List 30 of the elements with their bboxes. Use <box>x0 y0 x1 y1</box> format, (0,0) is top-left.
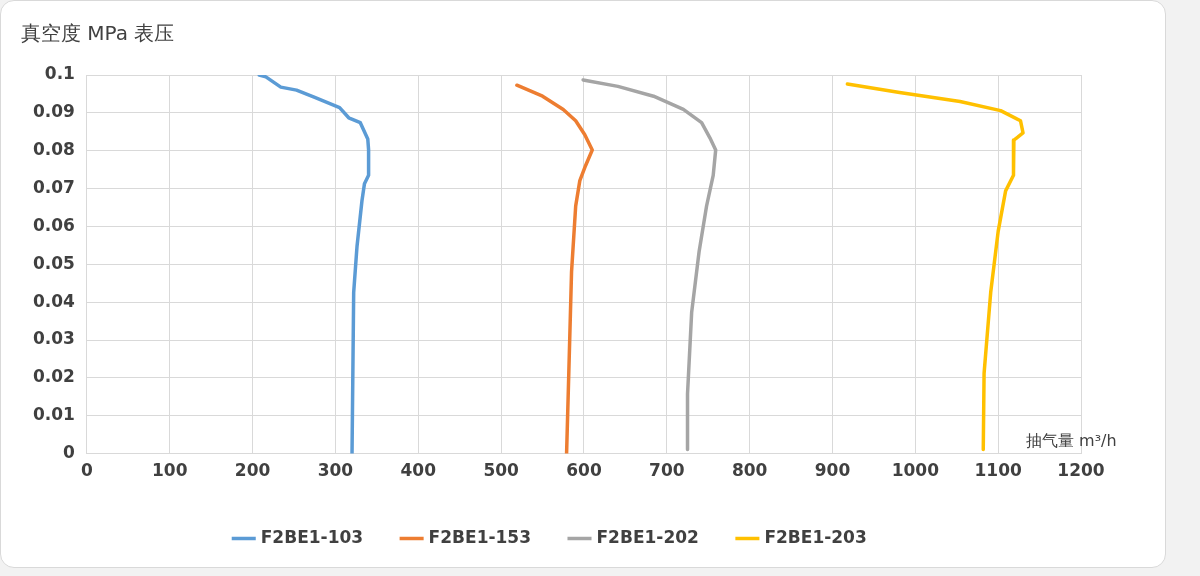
x-tick-label: 100 <box>152 460 188 481</box>
legend-label: F2BE1-202 <box>596 526 699 547</box>
x-tick-label: 0 <box>81 460 94 481</box>
y-tick-label: 0.09 <box>32 101 75 122</box>
legend-label: F2BE1-103 <box>260 526 364 547</box>
y-tick-label: 0.07 <box>32 177 75 197</box>
y-tick-label: 0.08 <box>32 139 75 160</box>
x-axis-title: 抽气量 m³/h <box>1026 430 1117 450</box>
y-tick-label: 0.02 <box>32 366 75 387</box>
y-tick-label: 0.03 <box>32 328 75 349</box>
y-tick-label: 0.06 <box>32 214 75 235</box>
y-tick-label: 0.05 <box>32 252 75 273</box>
y-tick-label: 0.1 <box>44 63 75 84</box>
x-tick-label: 1000 <box>891 460 940 481</box>
x-tick-label: 300 <box>317 460 354 481</box>
legend-label: F2BE1-153 <box>428 526 532 547</box>
y-tick-label: 0.04 <box>32 290 76 311</box>
y-tick-label: 0 <box>63 442 76 463</box>
y-tick-label: 0.01 <box>32 404 75 425</box>
x-tick-label: 400 <box>400 460 437 481</box>
x-tick-label: 700 <box>649 460 685 481</box>
x-tick-label: 200 <box>234 460 271 481</box>
x-tick-label: 900 <box>814 460 851 481</box>
x-tick-label: 1100 <box>974 460 1022 481</box>
x-tick-label: 800 <box>731 460 768 481</box>
chart-title: 真空度 MPa 表压 <box>21 21 175 46</box>
x-tick-label: 600 <box>566 460 602 481</box>
x-tick-label: 1200 <box>1057 460 1105 481</box>
legend-label: F2BE1-203 <box>764 526 867 547</box>
x-tick-label: 500 <box>483 460 520 481</box>
